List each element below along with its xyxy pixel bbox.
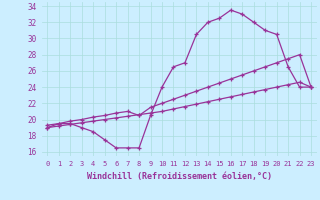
X-axis label: Windchill (Refroidissement éolien,°C): Windchill (Refroidissement éolien,°C) [87, 172, 272, 181]
